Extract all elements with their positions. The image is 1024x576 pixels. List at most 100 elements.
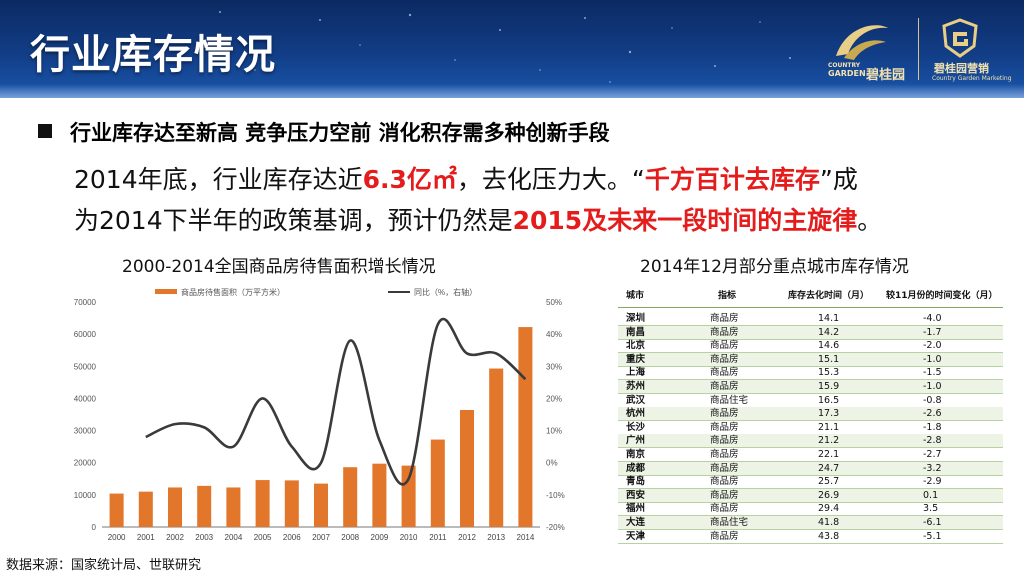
table-row: 上海 商品房 15.3 -1.5: [618, 366, 1003, 381]
line1-text-e: ”成: [819, 165, 858, 194]
left-axis-tick-label: 30000: [74, 427, 97, 436]
cell-months: 15.1: [818, 353, 840, 365]
x-tick-label: 2010: [400, 533, 418, 542]
table-row: 深圳 商品房 14.1 -4.0: [618, 312, 1003, 326]
paragraph-line-2: 为2014下半年的政策基调，预计仍然是2015及未来一段时间的主旋律。: [74, 201, 882, 237]
cell-change: -1.5: [923, 367, 942, 379]
header-change: 较11月份的时间变化（月）: [886, 291, 998, 301]
left-axis-tick-label: 20000: [74, 459, 97, 468]
cell-indicator: 商品房: [710, 449, 739, 460]
cell-city: 南京: [626, 449, 646, 460]
table-row: 天津 商品房 43.8 -5.1: [618, 530, 1003, 544]
x-tick-label: 2009: [371, 533, 389, 542]
x-tick-label: 2011: [429, 533, 447, 542]
cell-indicator: 商品房: [710, 381, 739, 392]
cell-change: -2.8: [923, 435, 942, 447]
cell-change: 3.5: [923, 503, 939, 515]
left-axis-tick-label: 40000: [74, 394, 97, 403]
table-row: 青岛 商品房 25.7 -2.9: [618, 475, 1003, 490]
table-row: 杭州 商品房 17.3 -2.6: [618, 407, 1003, 422]
right-axis-tick-label: -20%: [546, 523, 565, 532]
left-axis-tick-label: 50000: [74, 362, 97, 371]
cell-indicator: 商品房: [710, 489, 739, 501]
bar: [255, 480, 270, 527]
bullet-heading-text: 行业库存达至新高 竞争压力空前 消化积存需多种创新手段: [70, 121, 610, 145]
x-tick-label: 2002: [166, 533, 184, 542]
line2-text-a: 为2014下半年的政策基调，预计仍然是: [74, 206, 513, 235]
bar: [489, 368, 504, 527]
cell-months: 14.6: [818, 340, 840, 352]
cell-months: 21.2: [818, 435, 840, 447]
cell-indicator: 商品房: [710, 367, 739, 379]
table-row: 重庆 商品房 15.1 -1.0: [618, 352, 1003, 367]
right-axis-tick-label: 20%: [546, 394, 562, 403]
cell-change: -0.8: [923, 394, 942, 406]
x-tick-label: 2004: [225, 533, 243, 542]
cell-city: 广州: [626, 435, 646, 447]
table-caption: 2014年12月部分重点城市库存情况: [640, 257, 909, 277]
bar: [284, 480, 299, 527]
bar: [313, 483, 329, 527]
table-row: 福州 商品房 29.4 3.5: [618, 502, 1003, 517]
right-axis-tick-label: 40%: [546, 330, 562, 339]
x-tick-label: 2012: [458, 533, 476, 542]
cell-change: -1.8: [923, 421, 942, 433]
x-tick-label: 2001: [137, 533, 155, 542]
cell-indicator: 商品房: [710, 326, 739, 338]
company-logos: COUNTRY GARDEN 碧桂园 碧桂园营销 Country Garden …: [818, 12, 1018, 88]
cell-city: 青岛: [626, 476, 646, 488]
cell-city: 重庆: [626, 353, 646, 365]
bar: [459, 410, 475, 527]
left-axis-tick-label: 60000: [74, 330, 97, 339]
bar: [518, 327, 533, 527]
cell-change: -2.7: [923, 449, 942, 460]
bar: [401, 465, 416, 527]
cell-city: 北京: [626, 340, 646, 352]
cell-change: -5.1: [923, 530, 942, 542]
logo-left-en-small: COUNTRY: [828, 62, 861, 69]
cell-months: 15.9: [818, 381, 840, 392]
title-banner: 行业库存情况 COUNTRY GARDEN 碧桂园 碧桂园营销 Country …: [0, 0, 1024, 98]
line1-text-a: 2014年底，行业库存达近: [74, 165, 363, 194]
cell-months: 29.4: [818, 503, 840, 515]
table-row: 大连 商品住宅 41.8 -6.1: [618, 516, 1003, 530]
country-garden-swirl-icon: [836, 25, 888, 60]
right-axis-tick-label: 50%: [546, 298, 562, 307]
growth-rate-line: [145, 317, 527, 486]
table-row: 武汉 商品住宅 16.5 -0.8: [618, 394, 1003, 408]
cell-change: -2.0: [923, 340, 942, 352]
cell-city: 南昌: [626, 326, 646, 338]
x-tick-label: 2008: [341, 533, 359, 542]
cell-indicator: 商品房: [710, 462, 739, 474]
bar: [430, 439, 445, 527]
cell-indicator: 商品房: [710, 435, 739, 447]
cell-city: 长沙: [626, 421, 646, 433]
cell-months: 16.5: [818, 394, 840, 406]
left-axis-tick-label: 10000: [74, 491, 97, 500]
table-row: 成都 商品房 24.7 -3.2: [618, 461, 1003, 476]
table-row: 西安 商品房 26.9 0.1: [618, 488, 1003, 503]
cell-city: 大连: [626, 517, 646, 528]
line1-highlight-inventory: 6.3亿㎡: [362, 165, 457, 194]
cell-change: -1.7: [923, 326, 942, 338]
cell-change: -1.0: [923, 353, 942, 365]
cell-city: 成都: [626, 462, 646, 474]
cell-change: -4.0: [923, 313, 942, 324]
chart-caption: 2000-2014全国商品房待售面积增长情况: [122, 257, 436, 277]
right-axis-tick-label: 0%: [546, 459, 558, 468]
logo-left-en: GARDEN: [828, 69, 866, 78]
right-axis-tick-label: 10%: [546, 427, 562, 436]
cell-city: 上海: [626, 367, 646, 379]
table-header-row: 城市 指标 库存去化时间（月） 较11月份的时间变化（月）: [618, 285, 1003, 308]
page-title: 行业库存情况: [30, 32, 276, 78]
cell-indicator: 商品房: [710, 503, 739, 515]
legend-line-label: 同比（%，右轴）: [414, 287, 477, 297]
x-tick-label: 2005: [254, 533, 272, 542]
cell-city: 杭州: [626, 408, 646, 420]
cell-months: 15.3: [818, 367, 840, 379]
bar: [226, 487, 241, 527]
logo-right-cn: 碧桂园营销: [934, 62, 989, 75]
bar: [138, 491, 153, 527]
header-city: 城市: [626, 291, 645, 301]
cell-months: 14.1: [818, 313, 840, 324]
